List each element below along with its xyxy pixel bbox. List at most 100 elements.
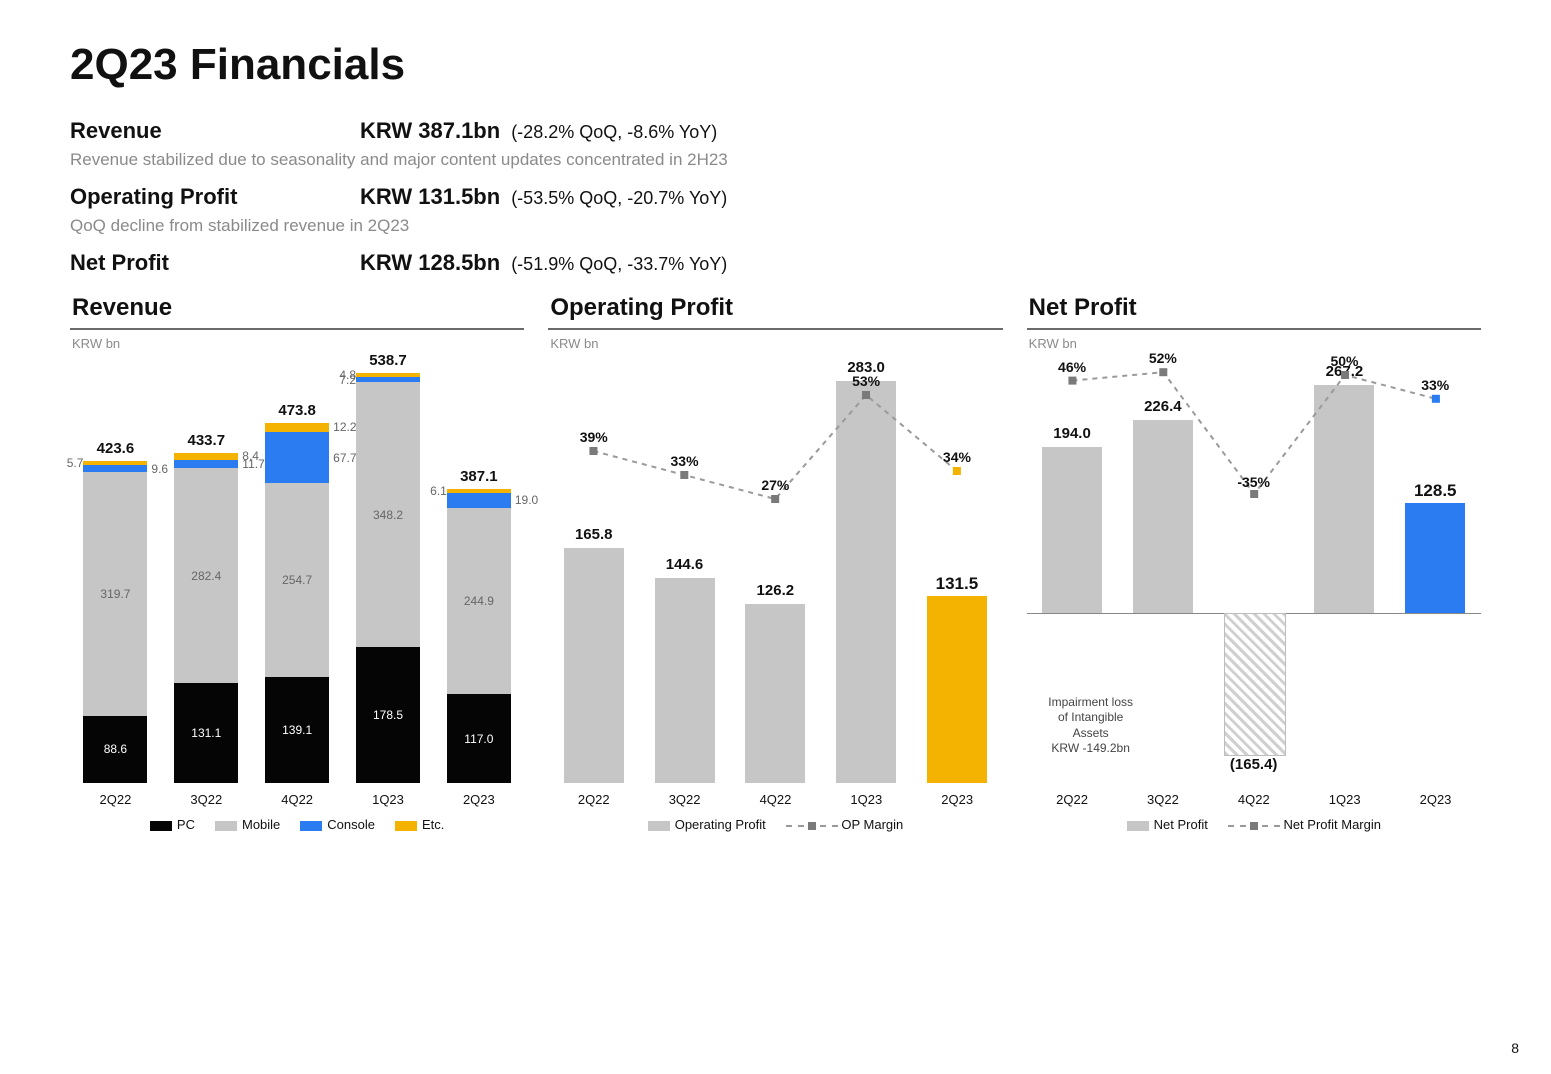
bar-value: 144.6 (645, 556, 725, 573)
bar-value: 131.5 (917, 574, 997, 594)
op-panel: Operating Profit KRW bn 165.8144.6126.22… (548, 294, 1002, 832)
page-title: 2Q23 Financials (70, 40, 1481, 90)
impairment-note: Impairment lossof IntangibleAssetsKRW -1… (1031, 695, 1151, 757)
x-label: 2Q23 (447, 792, 511, 807)
bar (836, 381, 896, 783)
np-unit: KRW bn (1029, 336, 1481, 351)
bar-total: 473.8 (278, 402, 316, 419)
bar-total: 538.7 (369, 352, 407, 369)
bar (655, 578, 715, 783)
x-label: 4Q22 (743, 792, 807, 807)
margin-label: 33% (671, 453, 699, 469)
segment-value: 244.9 (464, 594, 494, 608)
metric-change: (-51.9% QoQ, -33.7% YoY) (506, 254, 727, 274)
margin-label: 27% (761, 477, 789, 493)
legend-item: Mobile (215, 817, 280, 832)
segment-value: 178.5 (373, 708, 403, 722)
x-label: 3Q22 (174, 792, 238, 807)
bar-segment (447, 493, 511, 507)
x-label: 1Q23 (356, 792, 420, 807)
metric-value-wrap: KRW 128.5bn (-51.9% QoQ, -33.7% YoY) (360, 250, 727, 276)
bar-stack: 88.6319.79.65.7 (83, 461, 147, 783)
bar-segment (265, 432, 329, 484)
bar (1133, 420, 1193, 613)
legend-item: Console (300, 817, 375, 832)
x-label: 1Q23 (1313, 792, 1377, 807)
bar-column: 387.1117.0244.919.06.1 (447, 468, 511, 783)
np-title: Net Profit (1029, 294, 1481, 322)
rule (548, 328, 1002, 330)
segment-value: 12.2 (333, 420, 356, 434)
revenue-plot: 423.688.6319.79.65.7433.7131.1282.411.78… (70, 357, 524, 817)
x-axis-labels: 2Q223Q224Q221Q232Q23 (70, 792, 524, 807)
segment-value: 117.0 (464, 732, 493, 746)
legend-dash (1228, 825, 1246, 827)
metric-label: Net Profit (70, 250, 360, 276)
segment-value: 8.4 (242, 449, 259, 463)
metric-value: KRW 131.5bn (360, 184, 500, 209)
x-axis-labels: 2Q223Q224Q221Q232Q23 (548, 792, 1002, 807)
np-legend: Net Profit Net Profit Margin (1027, 817, 1481, 832)
revenue-unit: KRW bn (72, 336, 524, 351)
margin-label: 53% (852, 373, 880, 389)
legend-swatch (300, 821, 322, 831)
bar-column: 473.8 139.1254.767.712.2 (265, 402, 329, 783)
legend-swatch (215, 821, 237, 831)
legend-item: Operating Profit (648, 817, 766, 832)
metrics-block: RevenueKRW 387.1bn (-28.2% QoQ, -8.6% Yo… (70, 118, 1481, 276)
metric-value: KRW 387.1bn (360, 118, 500, 143)
metric-subtext: QoQ decline from stabilized revenue in 2… (70, 216, 1481, 236)
metric-change: (-53.5% QoQ, -20.7% YoY) (506, 188, 727, 208)
margin-label: -35% (1237, 474, 1270, 490)
legend-swatch (395, 821, 417, 831)
margin-label: 46% (1058, 359, 1086, 375)
bar (927, 596, 987, 783)
x-label: 1Q23 (834, 792, 898, 807)
slide: 2Q23 Financials RevenueKRW 387.1bn (-28.… (0, 0, 1551, 1074)
segment-value: 139.1 (282, 723, 312, 737)
bar-column: 423.6 88.6319.79.65.7 (83, 440, 147, 783)
bar-stack: 139.1254.767.712.2 (265, 423, 329, 783)
legend-dash (786, 825, 804, 827)
x-label: 4Q22 (265, 792, 329, 807)
bar-value: 165.8 (554, 526, 634, 543)
legend-item: Net Profit Margin (1228, 817, 1381, 832)
bar (1224, 613, 1286, 756)
legend-swatch (1127, 821, 1149, 831)
bar-total: 423.6 (97, 440, 135, 457)
bar-segment (83, 465, 147, 472)
segment-value: 4.8 (339, 368, 356, 382)
legend-marker (1250, 822, 1258, 830)
revenue-legend: PCMobileConsoleEtc. (70, 817, 524, 832)
margin-label: 52% (1149, 350, 1177, 366)
rule (1027, 328, 1481, 330)
legend-dash (820, 825, 838, 827)
margin-label: 50% (1330, 353, 1358, 369)
metric-value: KRW 128.5bn (360, 250, 500, 275)
op-unit: KRW bn (550, 336, 1002, 351)
bar-total: 433.7 (188, 432, 226, 449)
bar-stack: 117.0244.919.06.1 (447, 489, 511, 783)
segment-value: 6.1 (430, 484, 447, 498)
metric-value-wrap: KRW 131.5bn (-53.5% QoQ, -20.7% YoY) (360, 184, 727, 210)
legend-swatch (150, 821, 172, 831)
np-panel: Net Profit KRW bn 194.0226.4(165.4)267.2… (1027, 294, 1481, 832)
margin-label: 33% (1421, 377, 1449, 393)
bar (745, 604, 805, 783)
metric-label: Operating Profit (70, 184, 360, 210)
bar-segment (265, 423, 329, 432)
bar (1405, 503, 1465, 612)
rule (70, 328, 524, 330)
segment-value: 131.1 (191, 726, 221, 740)
margin-label: 39% (580, 429, 608, 445)
segment-value: 319.7 (100, 587, 130, 601)
bar-stack: 131.1282.411.78.4 (174, 453, 238, 783)
segment-value: 282.4 (191, 569, 221, 583)
segment-value: 348.2 (373, 508, 403, 522)
x-label: 4Q22 (1222, 792, 1286, 807)
x-label: 2Q23 (1404, 792, 1468, 807)
charts-row: Revenue KRW bn 423.688.6319.79.65.7433.7… (70, 294, 1481, 832)
metric-change: (-28.2% QoQ, -8.6% YoY) (506, 122, 717, 142)
x-axis-labels: 2Q223Q224Q221Q232Q23 (1027, 792, 1481, 807)
op-plot: 165.8144.6126.2283.0131.52Q223Q224Q221Q2… (548, 357, 1002, 817)
